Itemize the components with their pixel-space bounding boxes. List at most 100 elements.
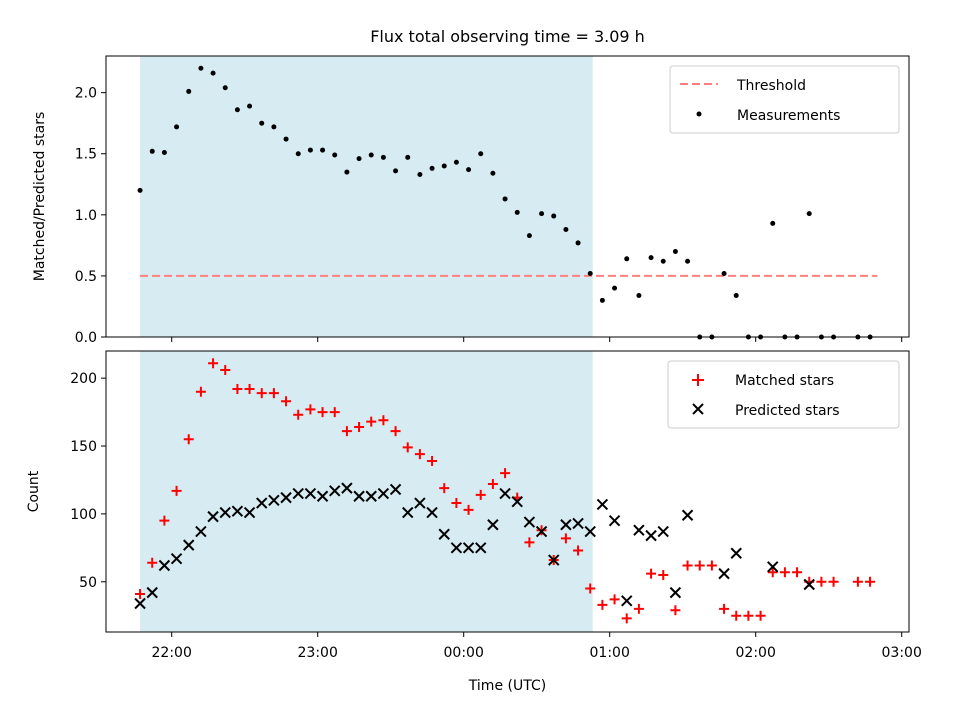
bottom-axes-frame bbox=[105, 350, 910, 633]
predicted-star-point bbox=[219, 506, 231, 519]
matched-star-point bbox=[293, 409, 304, 420]
predicted-star-point bbox=[146, 586, 158, 599]
predicted-star-point bbox=[499, 487, 511, 500]
measurement-point bbox=[806, 211, 812, 217]
measurement-point bbox=[770, 220, 776, 226]
measurement-point bbox=[733, 292, 739, 298]
predicted-star-point bbox=[389, 483, 402, 496]
matched-star-point bbox=[682, 560, 693, 571]
y-tick-label: 1.0 bbox=[75, 208, 97, 224]
matched-star-point bbox=[390, 426, 401, 437]
predicted-star-point bbox=[365, 490, 377, 502]
measurement-point bbox=[466, 167, 472, 173]
predicted-star-point bbox=[730, 547, 742, 559]
matched-star-point bbox=[414, 449, 425, 460]
measurement-point bbox=[283, 136, 289, 142]
predicted-star-point bbox=[548, 554, 560, 566]
predicted-star-point bbox=[426, 506, 438, 519]
predicted-star-point bbox=[134, 597, 146, 610]
matched-star-point bbox=[463, 504, 474, 515]
x-tick-label: 02:00 bbox=[736, 645, 776, 661]
predicted-star-point bbox=[584, 525, 596, 538]
legend-matched-swatch bbox=[692, 374, 704, 386]
measurement-point bbox=[320, 147, 326, 153]
measurement-point bbox=[222, 85, 228, 91]
matched-star-point bbox=[767, 567, 778, 578]
measurement-point bbox=[393, 168, 399, 174]
predicted-star-point bbox=[292, 487, 304, 500]
top-x-ticks bbox=[171, 337, 903, 342]
matched-star-point bbox=[195, 386, 206, 397]
top-panel: 0.0 0.5 1.0 1.5 2.0 Flux total observing tim… bbox=[32, 27, 910, 346]
matched-star-point bbox=[427, 455, 438, 466]
matched-star-point bbox=[670, 605, 681, 616]
measurement-point bbox=[344, 169, 350, 175]
matched-star-point bbox=[159, 515, 170, 526]
predicted-star-point bbox=[462, 542, 475, 554]
y-tick-label: 0.5 bbox=[75, 269, 97, 285]
measurement-point bbox=[672, 248, 678, 254]
y-tick-label: 150 bbox=[70, 439, 97, 455]
bottom-x-ticks: 22:00 23:00 00:00 01:00 02:00 03:00 bbox=[152, 632, 922, 661]
matched-star-point bbox=[560, 533, 571, 544]
matched-star-point bbox=[402, 442, 413, 453]
y-tick-label: 100 bbox=[70, 507, 97, 523]
measurement-point bbox=[149, 148, 155, 154]
matched-star-point bbox=[378, 415, 389, 426]
predicted-star-point bbox=[450, 542, 463, 554]
measurement-point bbox=[721, 270, 727, 276]
predicted-star-point bbox=[329, 485, 341, 497]
top-legend: Threshold Measurements bbox=[669, 65, 900, 134]
measurement-point bbox=[563, 226, 569, 232]
predicted-star-point bbox=[596, 498, 609, 511]
matched-star-point bbox=[816, 576, 827, 587]
matched-star-point bbox=[244, 384, 255, 395]
measurement-point bbox=[660, 258, 666, 264]
predicted-star-point bbox=[511, 495, 523, 508]
y-tick-label: 2.0 bbox=[75, 86, 97, 102]
matched-star-point bbox=[475, 489, 486, 500]
matched-star-point bbox=[719, 603, 730, 614]
matched-star-point bbox=[792, 567, 803, 578]
matched-star-point bbox=[646, 568, 657, 579]
measurement-point bbox=[587, 270, 593, 276]
matched-star-point bbox=[208, 358, 219, 369]
predicted-star-point bbox=[414, 497, 426, 509]
predicted-star-point bbox=[243, 506, 256, 519]
matched-star-point bbox=[779, 567, 790, 578]
matched-star-point bbox=[597, 599, 608, 610]
predicted-star-point bbox=[487, 519, 499, 531]
predicted-star-point bbox=[681, 509, 694, 521]
x-tick-label: 00:00 bbox=[444, 645, 484, 661]
matched-star-point bbox=[147, 557, 158, 568]
top-y-axis-label: Matched/Predicted stars bbox=[32, 112, 48, 282]
predicted-star-point bbox=[657, 525, 669, 538]
measurement-point bbox=[526, 233, 532, 239]
predicted-star-point bbox=[268, 494, 280, 507]
bottom-panel: 50 100 150 200 22:00 23:00 00:00 01:00 02:00 03:… bbox=[26, 350, 922, 694]
predicted-star-point bbox=[158, 559, 171, 572]
predicted-star-point bbox=[231, 505, 244, 517]
matched-star-point bbox=[694, 560, 705, 571]
predicted-star-point bbox=[280, 491, 292, 504]
measurement-point bbox=[636, 292, 642, 298]
matched-star-point bbox=[743, 610, 754, 621]
matched-star-point bbox=[341, 426, 352, 437]
measurements-series bbox=[137, 65, 873, 340]
matched-star-point bbox=[439, 483, 450, 494]
measurement-point bbox=[490, 170, 496, 176]
matched-star-point bbox=[865, 576, 876, 587]
measurement-point bbox=[502, 196, 508, 202]
measurement-point bbox=[210, 70, 216, 76]
observing-span-top bbox=[140, 56, 593, 337]
matched-star-point bbox=[731, 610, 742, 621]
measurement-point bbox=[624, 256, 630, 262]
matched-star-point bbox=[268, 388, 279, 399]
matched-star-point bbox=[500, 468, 511, 479]
legend-threshold-label: Threshold bbox=[736, 78, 806, 94]
predicted-star-point bbox=[608, 514, 621, 527]
measurement-point bbox=[405, 154, 411, 160]
predicted-star-point bbox=[256, 497, 268, 509]
measurement-point bbox=[429, 165, 435, 171]
measurement-point bbox=[295, 151, 301, 157]
